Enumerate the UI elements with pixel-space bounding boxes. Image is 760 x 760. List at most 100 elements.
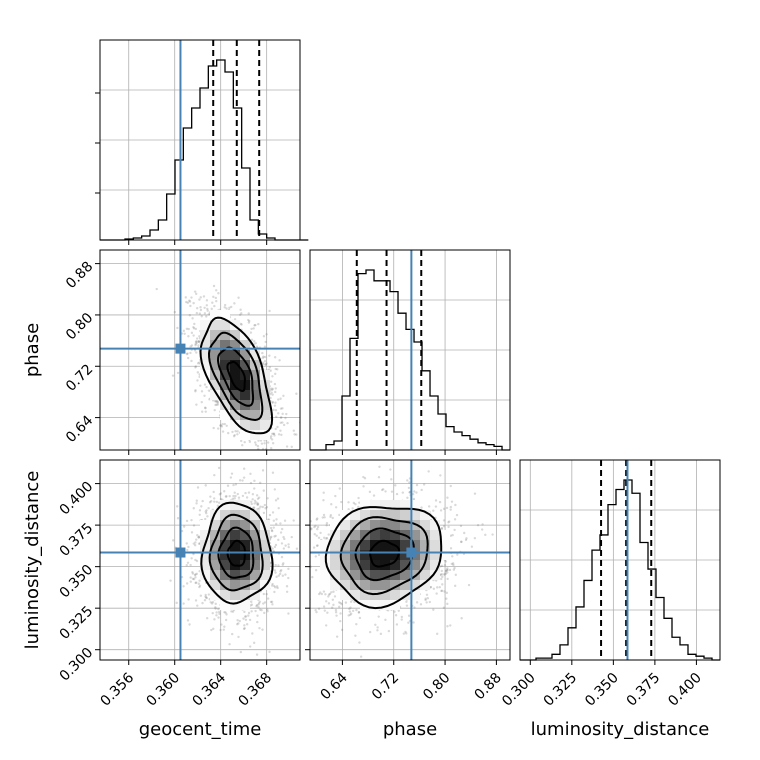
sample-point (223, 625, 226, 628)
sample-point (247, 611, 251, 615)
sample-point (263, 360, 267, 363)
sample-point (237, 635, 240, 639)
density-cell (230, 360, 240, 370)
sample-point (323, 516, 326, 519)
sample-point (224, 611, 227, 614)
sample-point (454, 503, 457, 507)
sample-point (187, 335, 190, 338)
sample-point (269, 526, 273, 530)
sample-point (276, 497, 280, 500)
density-cell (240, 540, 250, 550)
sample-point (344, 601, 348, 604)
sample-point (188, 299, 191, 302)
sample-point (362, 485, 365, 488)
sample-point (415, 483, 419, 487)
sample-point (195, 337, 199, 340)
density-cell (250, 400, 260, 410)
density-cell (220, 510, 230, 520)
sample-point (268, 309, 271, 313)
sample-point (205, 299, 209, 302)
density-cell (230, 540, 240, 550)
sample-point (268, 366, 272, 369)
sample-point (250, 603, 254, 606)
sample-point (245, 496, 249, 499)
sample-point (188, 300, 192, 303)
sample-point (194, 366, 197, 369)
sample-point (261, 361, 265, 365)
density-cell (250, 570, 260, 580)
sample-point (225, 495, 228, 498)
sample-point (264, 453, 266, 455)
sample-point (194, 389, 197, 392)
sample-point (256, 444, 260, 448)
sample-point (204, 484, 207, 487)
sample-point (214, 602, 217, 606)
sample-point (185, 300, 188, 304)
density-cell (250, 380, 260, 390)
sample-point (253, 499, 257, 502)
sample-point (295, 433, 298, 436)
sample-point (198, 584, 202, 588)
contour-line (208, 513, 264, 592)
sample-point (193, 544, 197, 547)
sample-point (271, 547, 274, 550)
scatter-panel-geocent_time-luminosity_distance (99, 459, 301, 661)
sample-point (280, 433, 283, 437)
sample-point (203, 394, 206, 397)
sample-point (196, 371, 200, 374)
density-cell (220, 590, 230, 600)
sample-point (287, 545, 290, 549)
sample-point (261, 447, 265, 450)
density-cell (210, 380, 220, 390)
sample-point (404, 630, 407, 634)
sample-point (279, 421, 282, 424)
density-cell (230, 390, 240, 400)
sample-point (206, 309, 209, 312)
density-cell (220, 550, 230, 560)
sample-point (265, 505, 269, 509)
sample-point (198, 585, 201, 589)
sample-point (189, 580, 192, 583)
sample-point (271, 432, 274, 435)
density-cell (220, 500, 230, 510)
sample-point (225, 307, 228, 310)
sample-point (271, 511, 275, 514)
sample-point (268, 354, 271, 357)
sample-point (171, 539, 175, 542)
sample-point (257, 605, 260, 609)
sample-point (197, 339, 200, 343)
sample-point (439, 509, 443, 512)
density-cell (250, 560, 260, 570)
sample-point (261, 451, 263, 453)
sample-point (203, 598, 207, 602)
hist-grid (100, 40, 300, 240)
sample-point (256, 497, 260, 501)
density-cell (210, 590, 220, 600)
sample-point (449, 508, 452, 511)
sample-point (256, 620, 259, 624)
sample-point (262, 511, 266, 515)
sample-point (194, 390, 197, 393)
density-cell (230, 370, 240, 380)
sample-point (233, 433, 236, 437)
sample-point (187, 545, 190, 549)
sample-point (272, 526, 275, 529)
sample-point (279, 570, 282, 573)
sample-point (236, 623, 239, 626)
sample-point (362, 475, 365, 479)
sample-point (280, 542, 284, 545)
sample-point (189, 576, 192, 579)
sample-point (307, 570, 309, 572)
density-cell (240, 500, 250, 510)
sample-point (407, 621, 410, 624)
sample-point (420, 488, 423, 492)
sample-point (250, 500, 253, 503)
sample-point (281, 421, 284, 424)
sample-point (452, 563, 455, 567)
sample-point (214, 403, 217, 407)
density-cell (250, 420, 260, 430)
sample-point (271, 471, 275, 474)
density-cell (200, 560, 210, 570)
density-cell (250, 430, 260, 440)
sample-point (310, 528, 313, 531)
